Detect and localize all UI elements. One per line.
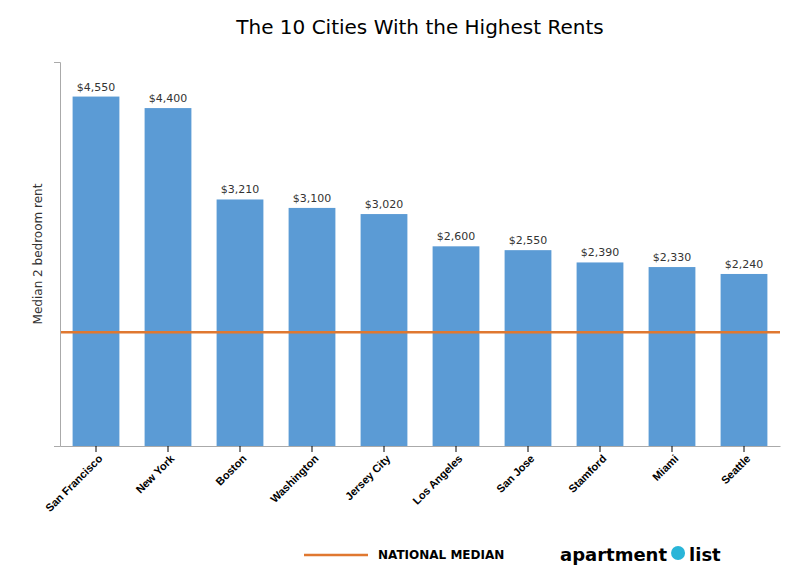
y-axis <box>54 63 61 447</box>
x-tick: Los Angeles <box>410 446 464 507</box>
x-tick-mark <box>384 446 385 452</box>
x-tick-mark <box>312 446 313 452</box>
logo-pin <box>671 546 685 560</box>
x-tick-label: New York <box>133 452 177 496</box>
x-tick-label: Seattle <box>719 452 753 486</box>
x-tick: San Francisco <box>43 446 105 514</box>
data-label: $2,600 <box>437 230 476 243</box>
data-labels: $4,550 $4,400 $3,210 $3,100 $3,020 $2,600 $2,5… <box>77 81 764 271</box>
data-label: $4,400 <box>149 92 188 105</box>
data-label: $2,330 <box>653 251 692 264</box>
bar <box>721 274 768 446</box>
x-tick-mark <box>96 446 97 452</box>
x-tick: Stamford <box>566 446 609 495</box>
y-axis-line <box>54 63 61 447</box>
x-tick: Washington <box>268 446 321 505</box>
x-tick-label: Miami <box>650 452 681 483</box>
y-axis-title: Median 2 bedroom rent <box>31 183 45 324</box>
x-tick-label: Stamford <box>566 452 609 495</box>
bar <box>289 208 336 446</box>
x-tick: Seattle <box>719 446 753 486</box>
data-label: $3,020 <box>365 198 404 211</box>
data-label: $2,240 <box>725 258 764 271</box>
x-tick-label: San Jose <box>494 452 537 495</box>
x-tick-mark <box>600 446 601 452</box>
data-label: $2,390 <box>581 246 620 259</box>
data-label: $3,210 <box>221 183 260 196</box>
x-tick: Boston <box>213 446 248 488</box>
chart: $4,550 $4,400 $3,210 $3,100 $3,020 $2,600 $2,5… <box>0 0 800 581</box>
bar <box>649 267 696 446</box>
bar <box>361 214 408 446</box>
legend-swatch <box>304 554 368 557</box>
x-tick-mark <box>528 446 529 452</box>
x-tick-mark <box>240 446 241 452</box>
x-tick-label: San Francisco <box>43 452 105 514</box>
plot: $4,550 $4,400 $3,210 $3,100 $3,020 $2,600 $2,5… <box>43 63 781 514</box>
x-tick: New York <box>133 446 177 496</box>
x-tick-label: Boston <box>213 452 248 487</box>
bar <box>433 246 480 446</box>
x-tick-label: Jersey City <box>343 452 394 503</box>
data-label: $4,550 <box>77 81 116 94</box>
data-label: $2,550 <box>509 234 548 247</box>
bar <box>577 262 624 446</box>
legend-label: NATIONAL MEDIAN <box>378 548 504 562</box>
logo-text: apartment <box>560 544 667 565</box>
logo-text: list <box>689 544 721 565</box>
x-tick-mark <box>456 446 457 452</box>
bar <box>505 250 552 446</box>
bar <box>73 97 120 446</box>
median-line <box>60 331 780 334</box>
title: The 10 Cities With the Highest Rents <box>235 15 603 39</box>
bar <box>145 108 192 446</box>
legend: NATIONAL MEDIAN <box>304 548 504 562</box>
x-tick-mark <box>168 446 169 452</box>
x-tick-mark <box>672 446 673 452</box>
data-label: $3,100 <box>293 192 332 205</box>
x-tick: San Jose <box>494 446 537 495</box>
logo: apartment list <box>560 544 721 565</box>
bar <box>217 199 264 446</box>
x-tick-label: Washington <box>268 452 321 505</box>
x-tick-label: Los Angeles <box>410 452 464 506</box>
x-tick: Jersey City <box>343 446 394 502</box>
x-tick-mark <box>744 446 745 452</box>
x-tick: Miami <box>650 446 681 483</box>
x-axis: San Francisco New York Boston Washington Jer… <box>43 446 781 514</box>
marks <box>60 97 780 446</box>
